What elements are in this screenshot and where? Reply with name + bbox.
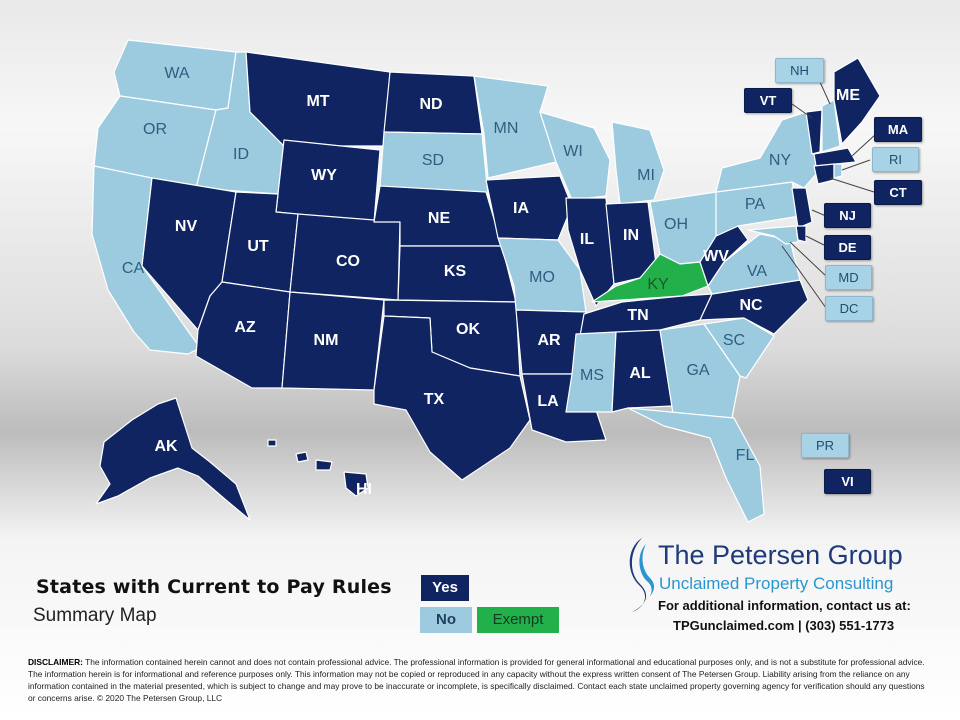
state-label: ME xyxy=(836,87,860,104)
state-label: WI xyxy=(563,143,583,160)
state-label: SC xyxy=(722,332,746,349)
state-KY[interactable] xyxy=(591,253,709,303)
contact-details[interactable]: TPGunclaimed.com | (303) 551-1773 xyxy=(673,618,895,633)
state-MI[interactable] xyxy=(611,121,665,205)
state-label: TN xyxy=(627,307,649,324)
state-label: MO xyxy=(529,269,555,286)
state-label: CA xyxy=(121,260,145,277)
callout-vi[interactable]: VI xyxy=(824,469,871,494)
state-label: OR xyxy=(143,121,167,138)
callout-leader-lines xyxy=(781,81,877,309)
legend-title: States with Current to Pay Rules xyxy=(36,576,392,598)
state-NY[interactable] xyxy=(715,111,819,193)
legend-key-no: No xyxy=(420,607,472,633)
state-AL[interactable] xyxy=(611,329,673,413)
state-MA[interactable] xyxy=(813,147,857,167)
state-label: LA xyxy=(537,393,559,410)
state-SC[interactable] xyxy=(703,317,775,379)
state-label: MN xyxy=(493,120,519,137)
state-label: IN xyxy=(623,227,639,244)
state-SD[interactable] xyxy=(379,131,489,195)
callout-ri[interactable]: RI xyxy=(872,147,919,172)
contact-line: For additional information, contact us a… xyxy=(658,598,911,613)
disclaimer: DISCLAIMER: The information contained he… xyxy=(28,656,933,704)
state-AK[interactable] xyxy=(95,397,251,521)
state-label: GA xyxy=(686,362,710,379)
state-label: PA xyxy=(744,196,766,213)
legend-key-yes: Yes xyxy=(421,575,469,601)
state-TX[interactable] xyxy=(373,315,531,481)
legend-subtitle: Summary Map xyxy=(33,605,157,626)
callout-dc[interactable]: DC xyxy=(825,296,873,321)
state-label: ID xyxy=(233,146,249,163)
state-RI[interactable] xyxy=(833,163,843,179)
state-WI[interactable] xyxy=(539,111,611,201)
state-label: KY xyxy=(647,276,669,293)
state-IL[interactable] xyxy=(565,197,615,307)
state-label: MI xyxy=(637,167,655,184)
disclaimer-text: The information contained herein cannot … xyxy=(28,657,925,703)
state-label: ND xyxy=(419,96,443,113)
callout-ct[interactable]: CT xyxy=(874,180,922,205)
state-label: WV xyxy=(703,248,729,265)
state-label: HI xyxy=(356,481,372,498)
state-label: NE xyxy=(427,210,451,227)
state-label: SD xyxy=(421,152,445,169)
state-ME[interactable] xyxy=(833,57,881,145)
disclaimer-label: DISCLAIMER: xyxy=(28,657,83,667)
state-NH[interactable] xyxy=(821,99,841,153)
state-VT[interactable] xyxy=(805,109,823,155)
company-name: The Petersen Group xyxy=(658,540,903,570)
state-label: OK xyxy=(456,321,480,338)
state-label: UT xyxy=(247,238,269,255)
state-label: WY xyxy=(311,167,337,184)
state-label: KS xyxy=(443,263,467,280)
callout-vt[interactable]: VT xyxy=(744,88,792,113)
state-label: NC xyxy=(739,297,763,314)
state-label: AK xyxy=(154,438,178,455)
state-label: OH xyxy=(664,216,688,233)
callout-de[interactable]: DE xyxy=(824,235,871,260)
company-tagline: Unclaimed Property Consulting xyxy=(659,574,894,593)
state-label: NM xyxy=(313,332,339,349)
callout-nj[interactable]: NJ xyxy=(824,203,871,228)
state-FL[interactable] xyxy=(627,407,765,523)
legend-key-exempt: Exempt xyxy=(477,607,559,633)
company-logo xyxy=(629,538,655,612)
callout-md[interactable]: MD xyxy=(825,265,872,290)
state-label: NY xyxy=(768,152,792,169)
state-label: MT xyxy=(306,93,330,110)
state-MD[interactable] xyxy=(747,225,799,245)
callout-ma[interactable]: MA xyxy=(874,117,922,142)
state-label: TX xyxy=(423,391,445,408)
state-label: AL xyxy=(629,365,651,382)
state-label: CO xyxy=(336,253,360,270)
state-HI[interactable] xyxy=(267,439,369,497)
state-label: VA xyxy=(746,263,768,280)
state-label: FL xyxy=(735,447,755,464)
state-label: IA xyxy=(513,200,529,217)
callout-nh[interactable]: NH xyxy=(775,58,824,83)
state-CT[interactable] xyxy=(813,163,835,185)
state-label: NV xyxy=(174,218,198,235)
state-MS[interactable] xyxy=(565,331,617,413)
state-IA[interactable] xyxy=(485,175,573,241)
us-map xyxy=(91,39,881,523)
state-label: MS xyxy=(580,367,604,384)
state-label: AZ xyxy=(234,319,256,336)
state-NJ[interactable] xyxy=(791,187,813,229)
state-label: WA xyxy=(164,65,190,82)
state-label: IL xyxy=(579,231,595,248)
state-label: AR xyxy=(537,332,561,349)
callout-pr[interactable]: PR xyxy=(801,433,849,458)
